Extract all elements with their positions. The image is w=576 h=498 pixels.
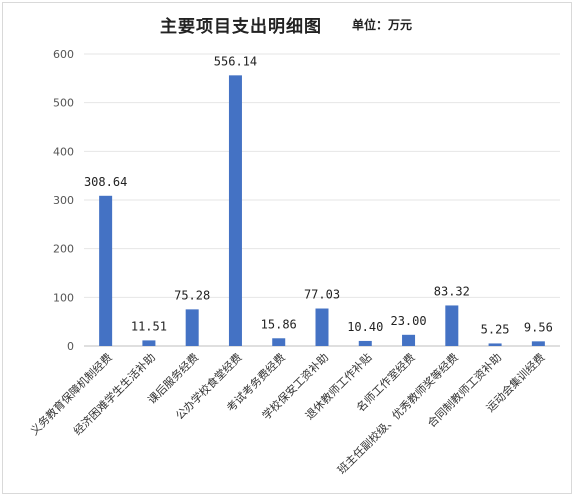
bar (315, 308, 329, 346)
data-label: 23.00 (390, 314, 426, 328)
y-tick-label: 400 (53, 145, 74, 158)
y-tick-label: 600 (53, 48, 74, 61)
data-label: 9.56 (524, 320, 553, 334)
data-label: 5.25 (481, 322, 510, 336)
bar (228, 75, 242, 346)
y-tick-label: 300 (53, 194, 74, 207)
bar (142, 340, 156, 346)
bar (445, 305, 459, 346)
bar (185, 309, 199, 346)
bar (99, 195, 113, 346)
y-tick-label: 500 (53, 97, 74, 110)
bars (99, 75, 545, 346)
bar (488, 343, 502, 346)
data-label: 11.51 (131, 319, 167, 333)
y-tick-label: 0 (67, 340, 74, 353)
chart-unit-label: 单位：万元 (352, 18, 413, 32)
category-labels: 义务教育保障机制经费经济困难学生生活补助课后服务经费公办学校食堂经费考试考务费经… (27, 350, 547, 477)
data-labels: 308.64 11.51 75.28 556.14 15.86 77.03 10.40 23.… (84, 54, 553, 336)
y-axis: 0 100 200 300 400 500 600 (53, 48, 74, 353)
data-label: 77.03 (304, 288, 340, 302)
bar (402, 334, 416, 346)
data-label: 83.32 (434, 284, 470, 298)
chart-frame (2, 2, 572, 494)
y-tick-label: 200 (53, 243, 74, 256)
data-label: 75.28 (174, 288, 210, 302)
data-label: 10.40 (347, 320, 383, 334)
data-label: 308.64 (84, 175, 127, 189)
bar (531, 341, 545, 346)
data-label: 15.86 (261, 317, 297, 331)
chart-title: 主要项目支出明细图 (160, 17, 322, 37)
category-label: 经济困难学生生活补助 (70, 350, 158, 438)
y-tick-label: 100 (53, 291, 74, 304)
bar (272, 338, 286, 346)
gridlines (84, 53, 560, 347)
bar (358, 340, 372, 346)
category-label: 义务教育保障机制经费 (27, 350, 115, 438)
data-label: 556.14 (214, 54, 257, 68)
category-label: 合同制教师工资补助 (424, 350, 504, 430)
